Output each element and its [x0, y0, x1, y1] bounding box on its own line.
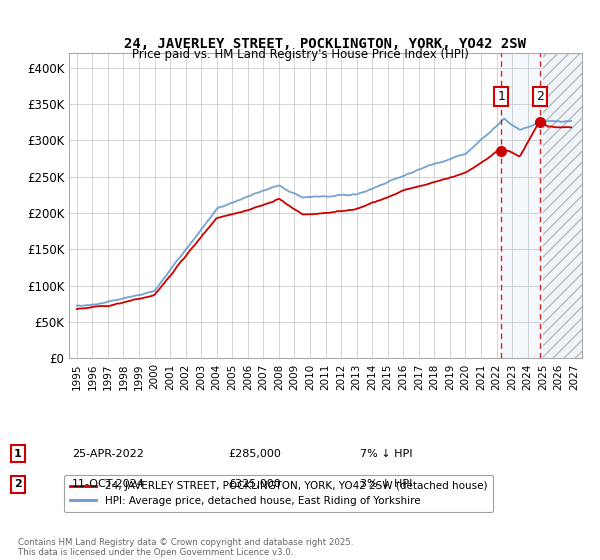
Text: £325,000: £325,000 — [228, 479, 281, 489]
Text: 7% ↓ HPI: 7% ↓ HPI — [360, 449, 413, 459]
Text: £285,000: £285,000 — [228, 449, 281, 459]
Text: 1: 1 — [14, 449, 22, 459]
Legend: 24, JAVERLEY STREET, POCKLINGTON, YORK, YO42 2SW (detached house), HPI: Average : 24, JAVERLEY STREET, POCKLINGTON, YORK, … — [64, 475, 493, 512]
Text: 11-OCT-2024: 11-OCT-2024 — [72, 479, 145, 489]
Text: Contains HM Land Registry data © Crown copyright and database right 2025.
This d: Contains HM Land Registry data © Crown c… — [18, 538, 353, 557]
Text: 1: 1 — [497, 90, 505, 103]
Text: Price paid vs. HM Land Registry's House Price Index (HPI): Price paid vs. HM Land Registry's House … — [131, 48, 469, 60]
Text: 2: 2 — [536, 90, 544, 103]
Title: 24, JAVERLEY STREET, POCKLINGTON, YORK, YO42 2SW: 24, JAVERLEY STREET, POCKLINGTON, YORK, … — [125, 36, 527, 50]
Bar — [501, 53, 543, 358]
Text: 3% ↓ HPI: 3% ↓ HPI — [360, 479, 412, 489]
Bar — [543, 53, 582, 358]
Text: 25-APR-2022: 25-APR-2022 — [72, 449, 144, 459]
Text: 2: 2 — [14, 479, 22, 489]
